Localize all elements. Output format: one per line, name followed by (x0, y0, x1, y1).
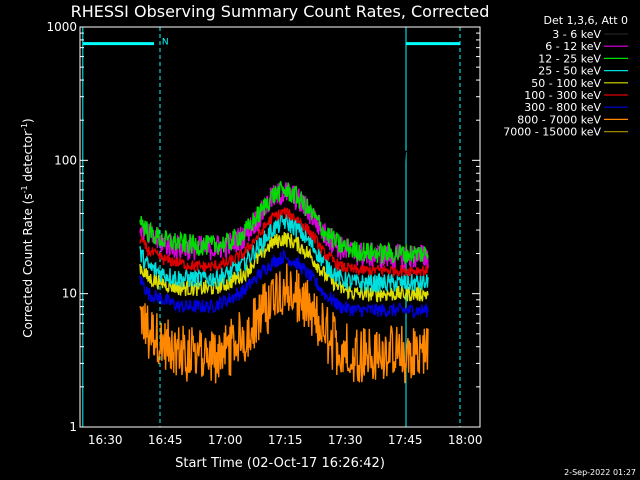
plot-clip-group (82, 27, 461, 427)
chart-title: RHESSI Observing Summary Count Rates, Co… (71, 2, 490, 21)
series-line (139, 232, 429, 303)
y-tick-label: 1 (69, 420, 77, 434)
y-axis-label-part: ) (21, 118, 35, 123)
y-axis-label-part: Corrected Count Rate (s (21, 193, 35, 337)
y-axis-label-exp: -1 (20, 123, 29, 131)
legend-label: 300 - 800 keV (524, 101, 601, 114)
x-tick-label: 16:30 (88, 433, 123, 447)
series-line (139, 248, 429, 319)
y-axis-label-part: detector (21, 131, 35, 186)
footer-timestamp: 2-Sep-2022 01:27 (564, 468, 636, 477)
series-line (139, 207, 429, 278)
y-tick-label: 10 (62, 287, 77, 301)
annotation-label: N (162, 38, 169, 48)
y-axis-label: Corrected Count Rate (s-1 detector-1) (20, 118, 35, 337)
legend-label: 800 - 7000 keV (517, 113, 601, 126)
legend-title: Det 1,3,6, Att 0 (544, 14, 628, 27)
legend-label: 3 - 6 keV (552, 28, 601, 41)
plot-area (82, 27, 461, 427)
series-line (139, 263, 429, 384)
legend-label: 6 - 12 keV (545, 40, 601, 53)
series-line (139, 212, 429, 293)
x-tick-label: 17:00 (208, 433, 243, 447)
legend-label: 12 - 25 keV (538, 52, 601, 65)
y-tick-label: 1000 (46, 20, 77, 34)
x-axis-label: Start Time (02-Oct-17 16:26:42) (175, 456, 385, 471)
series-line (139, 181, 429, 265)
legend-label: 25 - 50 keV (538, 65, 601, 78)
legend-label: 50 - 100 keV (531, 77, 601, 90)
legend-label: 7000 - 15000 keV (503, 126, 601, 139)
x-tick-label: 16:45 (148, 433, 183, 447)
series-line (139, 137, 429, 163)
legend-label: 100 - 300 keV (524, 89, 601, 102)
x-tick-label: 17:30 (328, 433, 363, 447)
x-tick-label: 17:45 (388, 433, 423, 447)
axes: 1 10 100 1000 16:30 16:45 17:00 17:15 17:30 17:45… (46, 20, 482, 447)
x-tick-label: 18:00 (448, 433, 483, 447)
x-tick-label: 17:15 (268, 433, 303, 447)
y-tick-label: 100 (54, 153, 77, 167)
y-axis-label-exp: -1 (20, 185, 29, 193)
plot-frame (79, 26, 481, 428)
